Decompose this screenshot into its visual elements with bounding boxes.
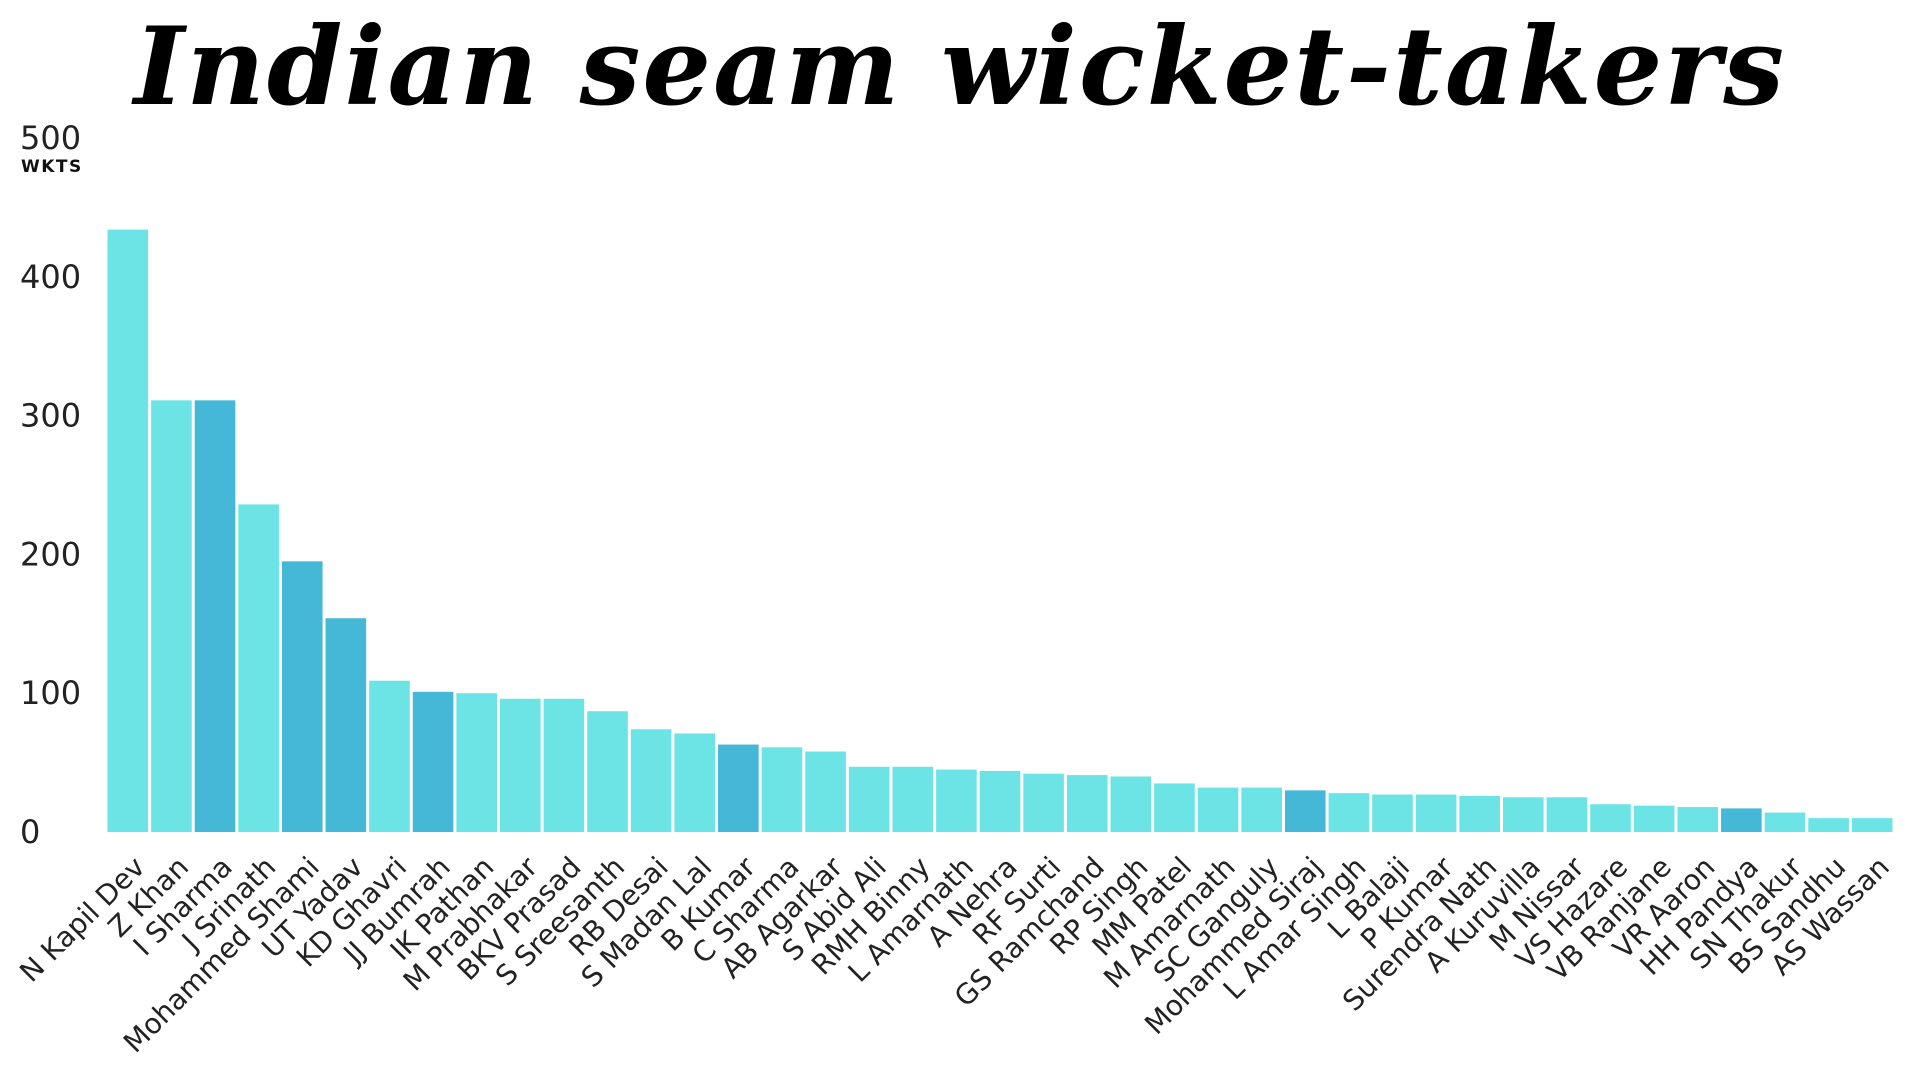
y-tick-label: 400 — [20, 258, 81, 296]
bar — [1503, 797, 1544, 832]
bar — [718, 744, 759, 832]
bar — [456, 693, 497, 832]
bar — [1721, 808, 1762, 832]
bar — [238, 504, 279, 832]
bar — [369, 680, 410, 832]
bar — [1284, 790, 1326, 832]
bar — [1110, 776, 1152, 832]
bar — [281, 561, 323, 832]
bar — [587, 711, 628, 832]
bar — [1241, 787, 1282, 832]
y-tick-label: 200 — [20, 535, 81, 573]
bar — [1066, 775, 1108, 832]
bars — [107, 229, 1893, 833]
y-tick-label: 100 — [20, 674, 81, 712]
chart-title: Indian seam wicket-takers — [133, 4, 1787, 130]
bar — [979, 770, 1021, 832]
bar — [892, 766, 934, 832]
bar — [674, 733, 716, 832]
bar — [1808, 818, 1849, 832]
bar — [1372, 794, 1413, 832]
y-axis-label: WKTS — [21, 157, 83, 177]
bar — [151, 400, 192, 832]
bar — [848, 766, 890, 832]
bar — [1633, 805, 1675, 832]
bar — [499, 698, 541, 832]
bar — [1677, 807, 1719, 832]
bar — [1590, 804, 1631, 832]
bar — [761, 747, 803, 832]
bar — [412, 691, 454, 832]
y-tick-label: 0 — [20, 813, 40, 851]
bar — [1154, 783, 1195, 832]
bar — [1328, 793, 1370, 832]
bar — [805, 751, 846, 832]
bar — [1764, 812, 1806, 832]
bar — [1459, 795, 1501, 832]
bar — [936, 769, 977, 832]
bar — [543, 698, 585, 832]
bar — [107, 229, 149, 833]
bar — [1415, 794, 1457, 832]
bar — [1546, 797, 1588, 832]
bar — [630, 729, 672, 832]
bar — [194, 400, 236, 832]
bar — [1851, 818, 1893, 832]
bar — [1023, 773, 1064, 832]
y-tick-label: 300 — [20, 397, 81, 435]
bar — [325, 618, 367, 832]
y-tick-label: 500 — [20, 119, 81, 157]
bar — [1197, 787, 1239, 832]
